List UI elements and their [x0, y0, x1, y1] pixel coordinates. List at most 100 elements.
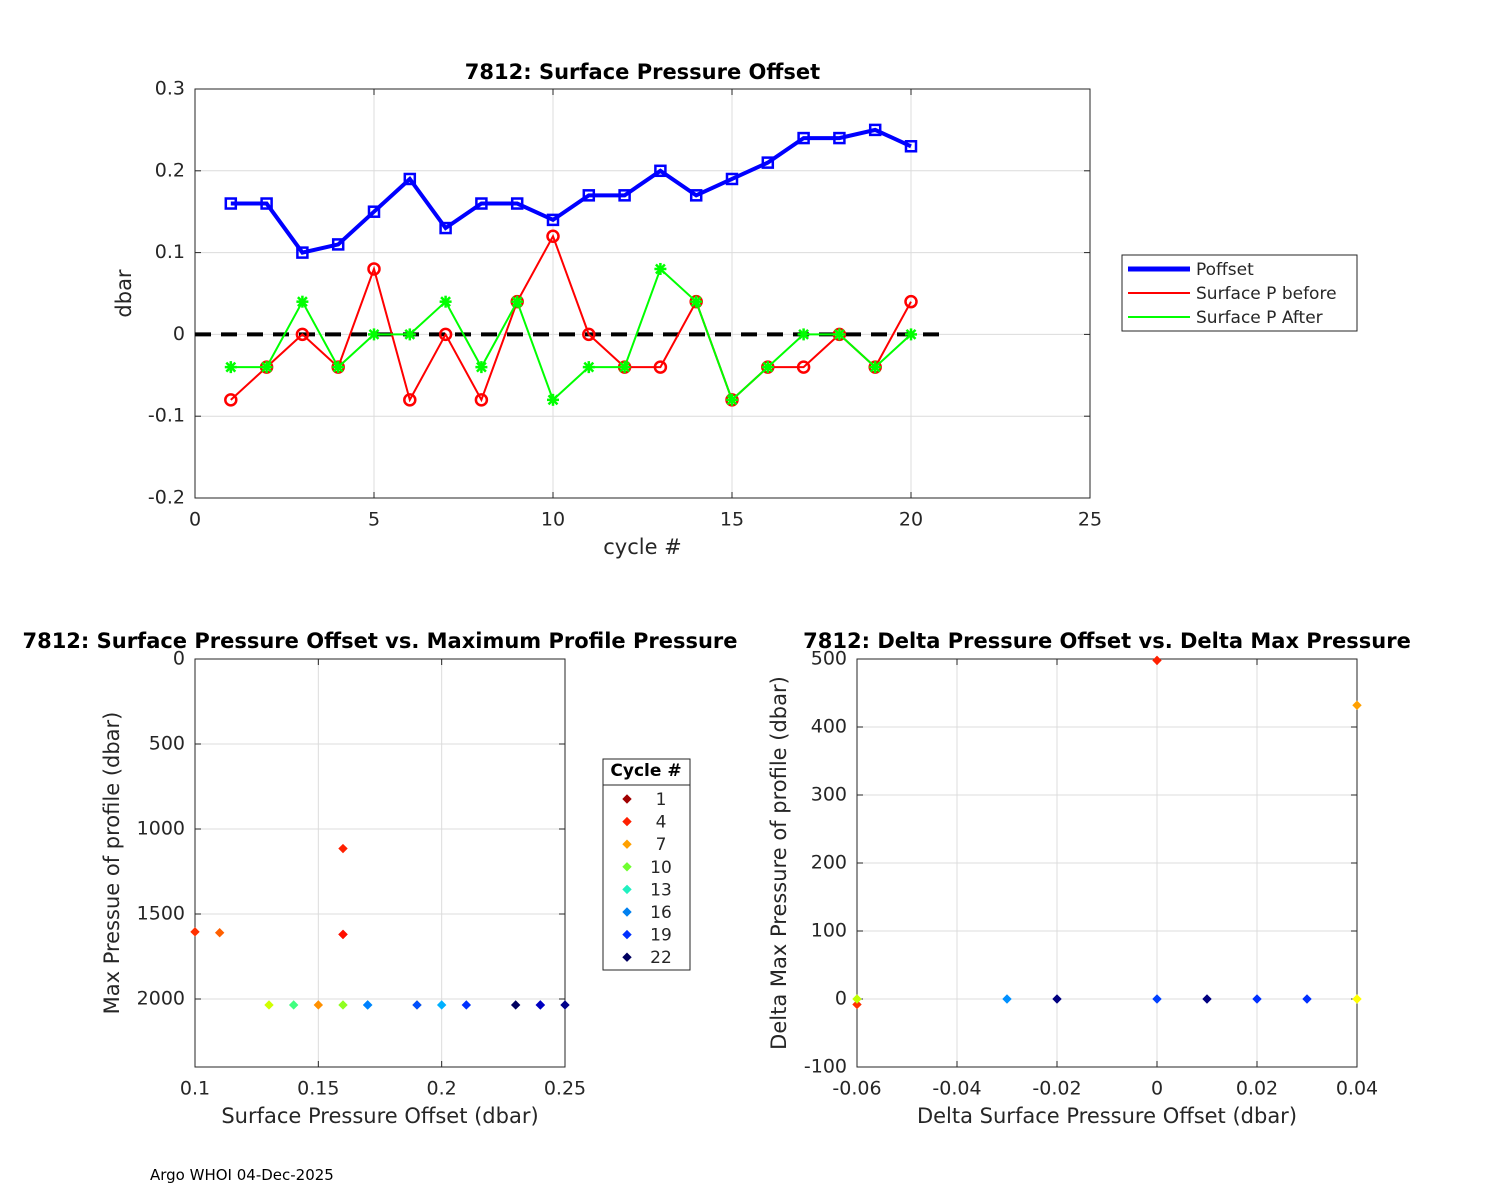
legend-marker — [622, 884, 632, 895]
series-3-point — [797, 328, 810, 341]
scatter-point — [1152, 655, 1162, 666]
chart2-axes — [194, 658, 566, 1068]
series-3-point — [475, 361, 488, 374]
series-3-point — [869, 361, 882, 374]
x-tick-label: 0.2 — [427, 1078, 457, 1100]
series-line-2 — [230, 233, 912, 403]
y-tick-label: -0.2 — [148, 487, 185, 509]
scatter-point — [1002, 994, 1012, 1004]
y-tick-label: 0 — [173, 648, 185, 670]
series-1-point — [510, 197, 524, 210]
chart3-xlabel: Delta Surface Pressure Offset (dbar) — [917, 1104, 1297, 1128]
chart1-frame — [194, 88, 1091, 499]
scatter-point — [264, 1000, 274, 1010]
legend-label: Poffset — [1196, 260, 1254, 280]
scatter-point — [214, 927, 225, 938]
legend-label: 19 — [650, 926, 672, 946]
y-tick-label: 0.3 — [155, 78, 185, 100]
scatter-point — [1352, 700, 1362, 710]
scatter-point — [1352, 994, 1362, 1004]
scatter-point — [412, 1000, 422, 1010]
chart2-frame — [194, 658, 566, 1068]
y-tick-label: 300 — [811, 784, 847, 806]
star-stroke — [368, 329, 380, 340]
star-stroke — [905, 329, 917, 340]
legend-label: 1 — [656, 790, 667, 810]
scatter-point — [852, 994, 862, 1004]
series-3-point — [332, 361, 345, 374]
series-2-point — [904, 294, 918, 309]
scatter-point — [288, 1000, 299, 1010]
y-tick-label: 0 — [835, 988, 847, 1010]
series-3-point — [761, 361, 774, 374]
y-tick-label: 1500 — [137, 903, 185, 925]
legend-label: 7 — [656, 835, 667, 855]
star-stroke — [261, 361, 272, 373]
chart2-ylabel: Max Pressue of profile (dbar) — [100, 712, 124, 1015]
series-3-point — [654, 262, 667, 275]
series-1-point — [868, 123, 882, 137]
series-3-point — [690, 295, 703, 308]
star-stroke — [834, 329, 845, 340]
series-3-point — [368, 328, 380, 341]
scatter-point — [1302, 994, 1312, 1004]
x-tick-label: 0.04 — [1336, 1078, 1378, 1100]
legend-label: 10 — [650, 858, 672, 878]
legend-label: 16 — [650, 903, 672, 923]
scatter-point — [1052, 994, 1062, 1004]
series-2-point — [582, 327, 596, 342]
star-stroke — [332, 361, 344, 373]
y-tick-label: 500 — [811, 648, 847, 670]
series-2-point — [367, 262, 381, 276]
star-stroke — [225, 361, 237, 373]
series-1-point — [260, 197, 273, 210]
series-3-point — [511, 295, 524, 308]
series-1-point — [618, 189, 631, 202]
y-tick-label: 0.2 — [155, 159, 185, 181]
series-1-point — [224, 197, 238, 210]
series-2-point — [796, 360, 811, 374]
series-2-point — [474, 393, 489, 407]
y-tick-label: 200 — [811, 852, 847, 874]
legend-marker — [622, 929, 632, 940]
chart3-axes — [856, 658, 1358, 1068]
x-tick-label: 10 — [541, 509, 565, 531]
chart1-ylabel: dbar — [112, 269, 136, 318]
scatter-point — [1152, 994, 1162, 1004]
series-3-point — [833, 328, 846, 341]
series-2-point — [295, 327, 310, 342]
legend-marker — [622, 816, 632, 827]
star-stroke — [726, 394, 738, 406]
series-1-point — [439, 221, 452, 235]
legend-label: 13 — [650, 880, 672, 900]
series-3-point — [260, 361, 273, 374]
series-3-point — [582, 361, 595, 374]
series-3-point — [296, 295, 309, 308]
y-tick-label: 100 — [811, 920, 847, 942]
y-tick-label: 0.1 — [155, 241, 185, 263]
y-tick-label: 400 — [811, 716, 847, 738]
x-tick-label: 0.02 — [1236, 1078, 1278, 1100]
legend-label: 22 — [650, 948, 672, 968]
chart1-xlabel: cycle # — [603, 535, 682, 559]
x-tick-label: 0.15 — [297, 1078, 339, 1100]
series-2-point — [653, 360, 668, 374]
chart1-legend — [1121, 254, 1358, 332]
series-2-point — [403, 393, 417, 407]
legend-label: 4 — [656, 813, 667, 833]
chart2-xlabel: Surface Pressure Offset (dbar) — [221, 1104, 538, 1128]
series-3-point — [618, 361, 631, 374]
x-tick-label: 15 — [720, 509, 744, 531]
chart2-title: 7812: Surface Pressure Offset vs. Maximu… — [22, 629, 737, 653]
x-tick-label: 25 — [1078, 509, 1102, 531]
footer-text: Argo WHOI 04-Dec-2025 — [150, 1166, 334, 1184]
star-stroke — [869, 361, 881, 373]
series-1-point — [833, 131, 846, 145]
x-tick-label: -0.06 — [832, 1078, 881, 1100]
y-tick-label: 1000 — [137, 818, 185, 840]
legend-marker — [622, 794, 632, 804]
scatter-point — [852, 999, 862, 1010]
series-1-point — [797, 131, 810, 145]
legend-marker — [622, 839, 632, 849]
